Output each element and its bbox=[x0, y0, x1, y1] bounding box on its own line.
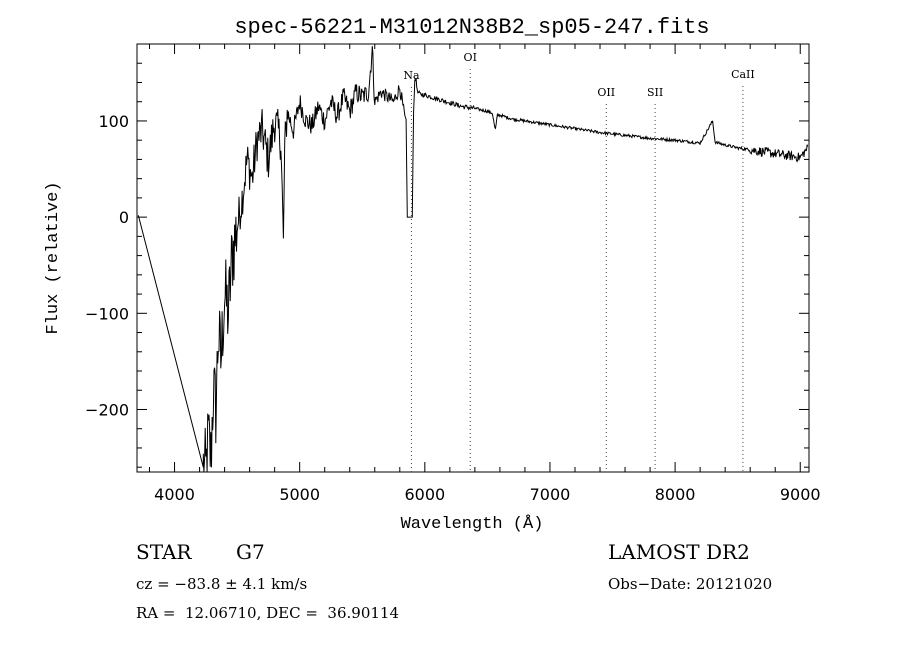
velocity-readout: cz = −83.8 ± 4.1 km/s bbox=[136, 575, 308, 593]
chart-title: spec-56221-M31012N38B2_sp05-247.fits bbox=[234, 15, 709, 40]
axes: 4000 5000 6000 7000 8000 9000 −200 −100 0 100 bbox=[85, 43, 821, 504]
line-marker-label: OII bbox=[597, 86, 615, 99]
obs-date: Obs−Date: 20121020 bbox=[608, 575, 773, 593]
object-type: STAR bbox=[136, 540, 192, 564]
line-markers: Na OI OII SII CaII bbox=[403, 51, 755, 472]
line-marker-label: CaII bbox=[731, 68, 755, 81]
line-marker-label: OI bbox=[464, 51, 477, 64]
x-tick-label: 4000 bbox=[154, 485, 195, 504]
spectrum-line bbox=[137, 46, 809, 473]
x-tick-label: 5000 bbox=[279, 485, 320, 504]
y-tick-label: 0 bbox=[119, 208, 129, 227]
x-tick-label: 8000 bbox=[655, 485, 696, 504]
line-marker-label: Na bbox=[403, 69, 420, 82]
y-axis-label: Flux (relative) bbox=[44, 181, 63, 334]
y-tick-label: −100 bbox=[85, 304, 129, 323]
object-subclass: G7 bbox=[236, 540, 265, 564]
y-tick-label: −200 bbox=[85, 400, 129, 419]
x-tick-label: 7000 bbox=[530, 485, 571, 504]
plot-frame bbox=[136, 43, 810, 473]
y-tick-label: 100 bbox=[98, 112, 129, 131]
survey-name: LAMOST DR2 bbox=[608, 540, 750, 564]
x-axis-label: Wavelength (Å) bbox=[401, 515, 544, 534]
x-tick-label: 6000 bbox=[404, 485, 445, 504]
coordinates: RA = 12.06710, DEC = 36.90114 bbox=[136, 604, 400, 622]
x-tick-label: 9000 bbox=[780, 485, 821, 504]
line-marker-label: SII bbox=[647, 86, 663, 99]
